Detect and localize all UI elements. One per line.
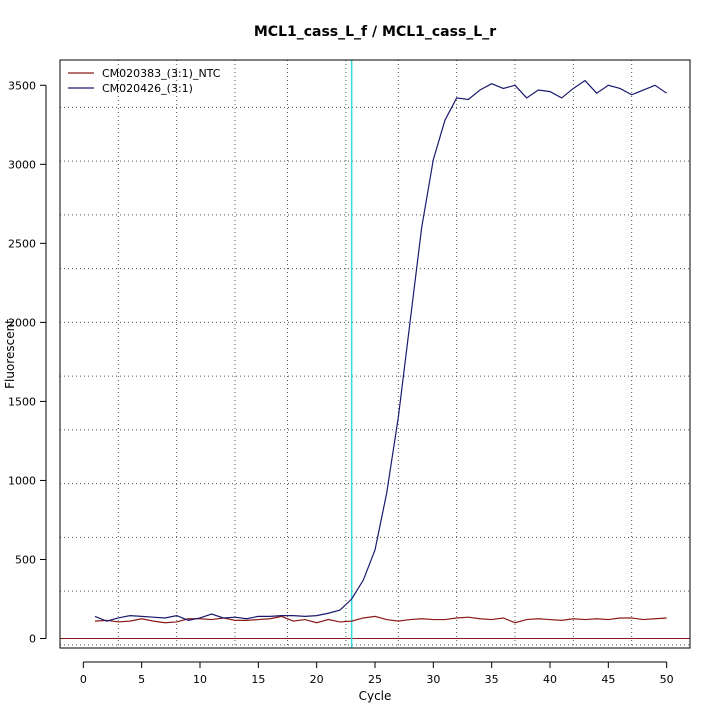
reference-lines <box>60 60 690 648</box>
series-line-0 <box>94 615 667 624</box>
x-tick-label-2: 10 <box>193 673 207 686</box>
plot-frame <box>59 59 691 649</box>
grid <box>60 60 690 648</box>
x-tick-label-5: 25 <box>368 673 382 686</box>
y-tick-label-6: 3000 <box>8 158 36 171</box>
y-axis: 0 500 1000 1500 2000 2500 3000 3500 <box>8 79 47 646</box>
x-axis: 0 5 10 15 20 25 30 35 40 45 50 <box>80 661 674 686</box>
series-line-1 <box>94 79 668 622</box>
x-tick-label-7: 35 <box>485 673 499 686</box>
x-axis-label: Cycle <box>359 689 392 703</box>
x-tick-label-8: 40 <box>543 673 557 686</box>
y-tick-label-2: 1000 <box>8 474 36 487</box>
x-tick-label-4: 20 <box>310 673 324 686</box>
x-tick-label-1: 5 <box>138 673 145 686</box>
x-tick-label-0: 0 <box>80 673 87 686</box>
legend-label-0: CM020383_(3:1)_NTC <box>102 67 221 80</box>
x-tick-label-9: 45 <box>601 673 615 686</box>
y-tick-label-5: 2500 <box>8 237 36 250</box>
legend: CM020383_(3:1)_NTC CM020426_(3:1) <box>68 67 221 95</box>
y-tick-label-4: 2000 <box>8 316 36 329</box>
x-tick-label-6: 30 <box>426 673 440 686</box>
y-tick-label-3: 1500 <box>8 395 36 408</box>
y-axis-label: Fluorescent <box>3 319 17 389</box>
y-tick-label-7: 3500 <box>8 79 36 92</box>
x-tick-label-10: 50 <box>660 673 674 686</box>
y-tick-label-0: 0 <box>29 633 36 646</box>
x-tick-label-3: 15 <box>251 673 265 686</box>
series-lines <box>94 79 668 624</box>
legend-label-1: CM020426_(3:1) <box>102 82 193 95</box>
chart-title: MCL1_cass_L_f / MCL1_cass_L_r <box>254 24 496 40</box>
y-tick-label-1: 500 <box>15 553 36 566</box>
